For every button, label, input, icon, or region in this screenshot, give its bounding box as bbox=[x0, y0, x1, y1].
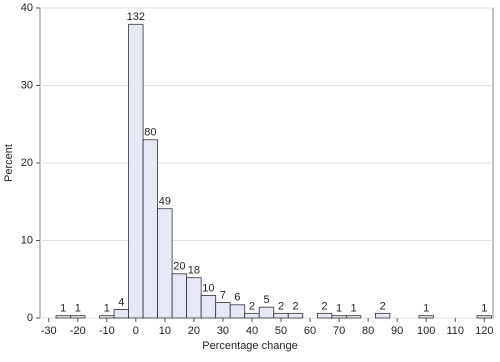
data-label: 7 bbox=[220, 289, 226, 301]
x-tick-label: 70 bbox=[333, 325, 345, 337]
bar bbox=[55, 315, 71, 319]
bar bbox=[99, 315, 115, 319]
x-tick-label: 10 bbox=[159, 325, 171, 337]
bar bbox=[476, 315, 492, 319]
bar bbox=[331, 315, 347, 319]
bar bbox=[316, 312, 333, 319]
bar bbox=[215, 302, 231, 319]
bar bbox=[186, 277, 202, 319]
data-label: 49 bbox=[159, 196, 171, 208]
data-label: 1 bbox=[60, 303, 66, 315]
bar bbox=[113, 309, 129, 319]
bar bbox=[157, 208, 173, 319]
x-axis-label: Percentage change bbox=[202, 340, 297, 352]
y-axis-label: Percent bbox=[3, 144, 15, 182]
x-tick-label: 100 bbox=[417, 325, 435, 337]
data-label: 1 bbox=[104, 303, 110, 315]
data-label: 5 bbox=[263, 294, 269, 306]
y-tick-label: 0 bbox=[27, 312, 33, 324]
x-tick-label: 40 bbox=[246, 325, 258, 337]
y-tick-label: 20 bbox=[21, 157, 33, 169]
data-label: 6 bbox=[234, 292, 240, 304]
x-tick-label: 20 bbox=[188, 325, 200, 337]
x-tick-label: 120 bbox=[475, 325, 493, 337]
data-label: 1 bbox=[75, 303, 81, 315]
x-tick-label: -20 bbox=[70, 325, 86, 337]
x-tick-label: -10 bbox=[99, 325, 115, 337]
x-tick-label: 110 bbox=[446, 325, 464, 337]
x-tick-label: 30 bbox=[217, 325, 229, 337]
data-label: 2 bbox=[292, 300, 298, 312]
x-tick-label: 50 bbox=[275, 325, 287, 337]
data-label: 1 bbox=[481, 303, 487, 315]
x-tick-label: 90 bbox=[391, 325, 403, 337]
data-label: 2 bbox=[380, 300, 386, 312]
bar bbox=[244, 312, 260, 319]
data-label: 2 bbox=[322, 300, 328, 312]
bar bbox=[171, 273, 188, 319]
data-label: 1 bbox=[351, 303, 357, 315]
bar bbox=[200, 295, 217, 319]
y-tick-label: 40 bbox=[21, 2, 33, 14]
data-label: 2 bbox=[278, 300, 284, 312]
bar bbox=[229, 304, 246, 319]
x-tick-label: 0 bbox=[133, 325, 139, 337]
bar bbox=[142, 139, 159, 319]
bar bbox=[128, 23, 144, 319]
x-tick-label: 80 bbox=[362, 325, 374, 337]
bar bbox=[418, 315, 434, 319]
bar bbox=[287, 312, 304, 319]
data-label: 2 bbox=[249, 300, 255, 312]
y-tick-label: 10 bbox=[21, 234, 33, 246]
x-tick-label: -30 bbox=[41, 325, 57, 337]
data-label: 10 bbox=[202, 282, 214, 294]
bar bbox=[258, 306, 275, 319]
bar bbox=[374, 312, 391, 319]
bar bbox=[273, 312, 289, 319]
data-label: 132 bbox=[127, 11, 145, 23]
data-label: 1 bbox=[423, 303, 429, 315]
data-label: 80 bbox=[144, 127, 156, 139]
y-tick-label: 30 bbox=[21, 79, 33, 91]
data-label: 4 bbox=[118, 296, 124, 308]
data-label: 1 bbox=[336, 303, 342, 315]
data-label: 20 bbox=[173, 261, 185, 273]
bar bbox=[70, 315, 86, 319]
bar bbox=[345, 315, 362, 319]
x-tick-label: 60 bbox=[304, 325, 316, 337]
data-label: 18 bbox=[188, 265, 200, 277]
